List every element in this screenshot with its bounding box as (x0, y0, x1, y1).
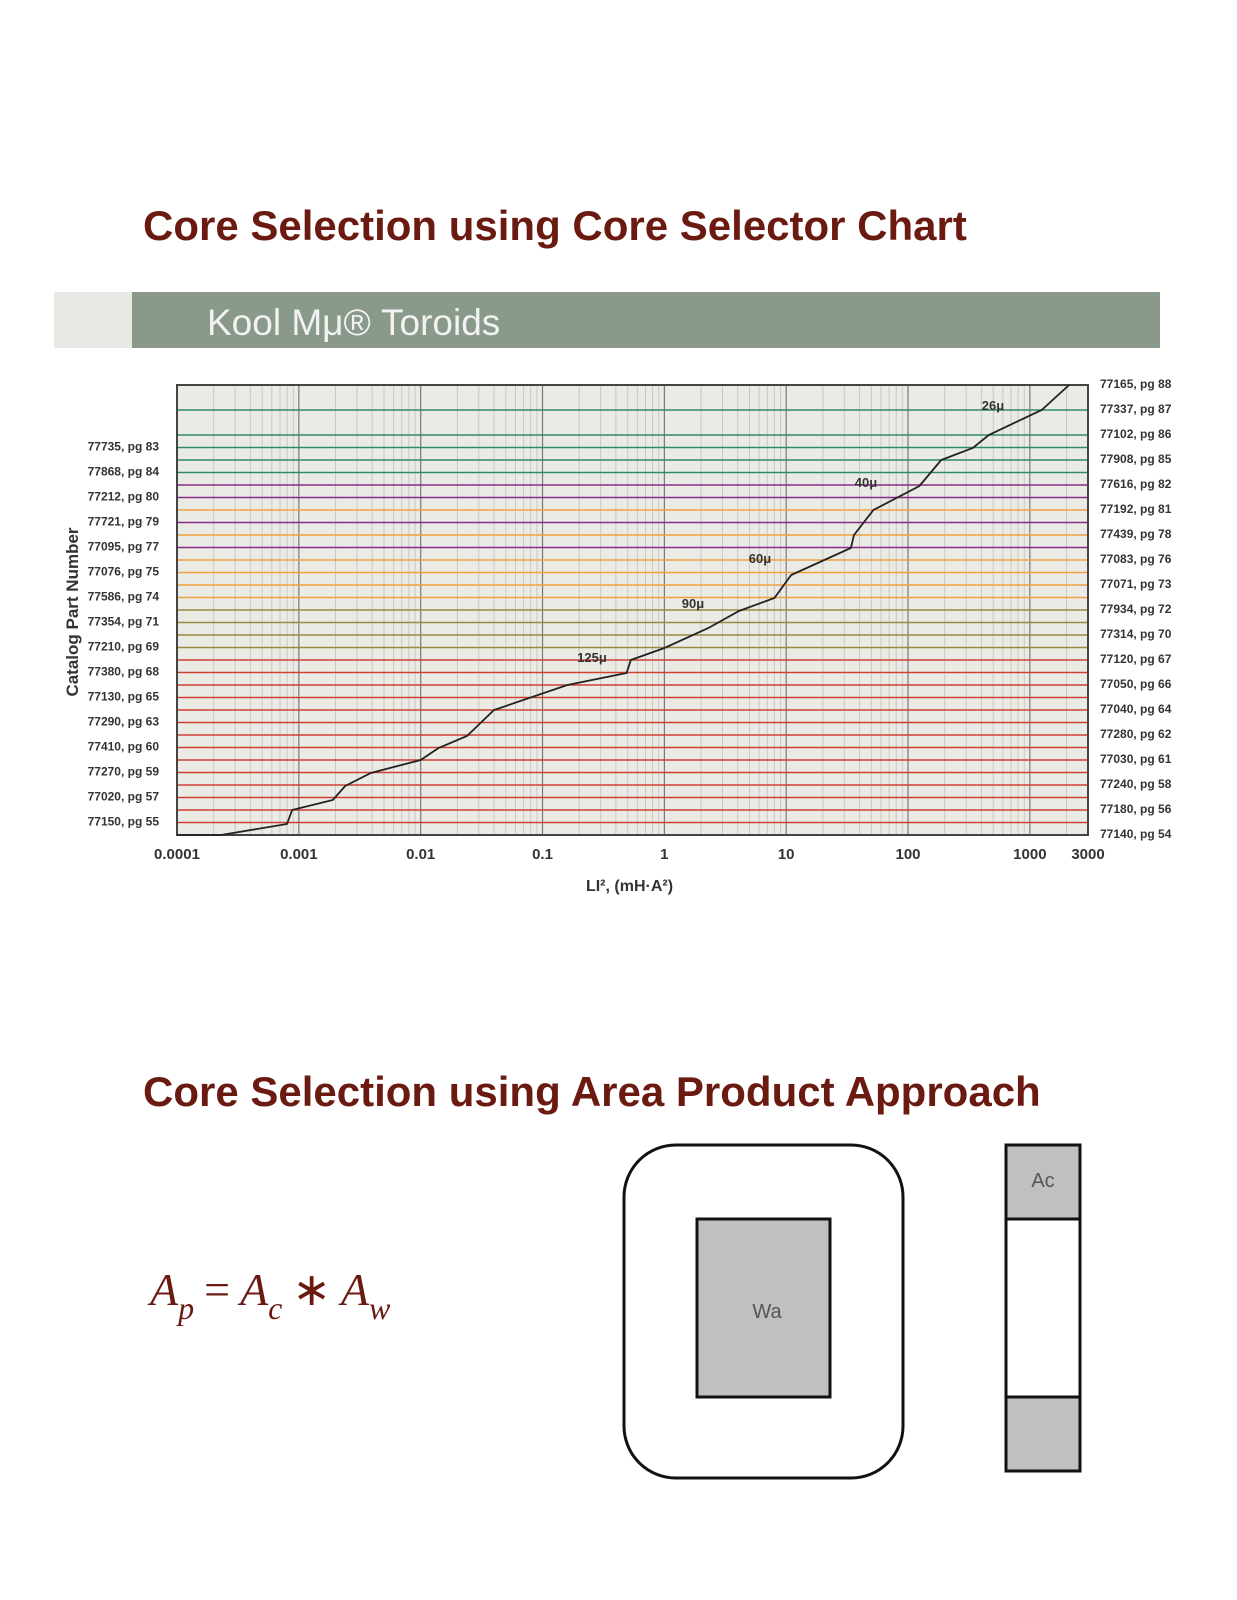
left-row-label: 77290, pg 63 (88, 715, 160, 729)
x-tick-label: 0.1 (532, 846, 553, 863)
banner-left (54, 292, 132, 348)
x-tick-label: 0.001 (280, 846, 318, 863)
right-row-label: 77240, pg 58 (1100, 777, 1172, 791)
subscript: w (369, 1290, 391, 1326)
right-row-label: 77439, pg 78 (1100, 527, 1172, 541)
left-row-label: 77212, pg 80 (88, 490, 160, 504)
right-row-label: 77030, pg 61 (1100, 752, 1172, 766)
right-row-label: 77120, pg 67 (1100, 652, 1172, 666)
right-row-label: 77337, pg 87 (1100, 402, 1172, 416)
window-area (695, 1217, 832, 1399)
right-row-label: 77071, pg 73 (1100, 577, 1172, 591)
right-row-label: 77165, pg 88 (1100, 377, 1172, 391)
y-axis-label: Catalog Part Number (63, 527, 82, 696)
symbol: A (147, 1264, 179, 1315)
left-row-label: 77020, pg 57 (88, 790, 160, 804)
right-row-label: 77192, pg 81 (1100, 502, 1172, 516)
x-tick-label: 0.0001 (154, 846, 200, 863)
right-row-label: 77616, pg 82 (1100, 477, 1172, 491)
heading: Core Selection using Core Selector Chart (143, 202, 967, 249)
subscript: p (176, 1290, 194, 1326)
right-row-label: 77083, pg 76 (1100, 552, 1172, 566)
left-row-label: 77270, pg 59 (88, 765, 160, 779)
left-row-label: 77210, pg 69 (88, 640, 160, 654)
right-row-label: 77180, pg 56 (1100, 802, 1172, 816)
left-row-label: 77130, pg 65 (88, 690, 160, 704)
operator: ∗ (292, 1264, 331, 1315)
left-row-label: 77410, pg 60 (88, 740, 160, 754)
formula: Ap = Ac ∗ Aw (147, 1264, 391, 1326)
left-row-label: 77380, pg 68 (88, 665, 160, 679)
banner-text: Kool Mμ® Toroids (207, 302, 500, 343)
x-tick-label: 0.01 (406, 846, 435, 863)
annotation: 90μ (682, 596, 704, 611)
right-row-label: 77280, pg 62 (1100, 727, 1172, 741)
core-label: Ac (1031, 1170, 1054, 1192)
x-axis-label: LI², (mH·A²) (586, 878, 673, 895)
banner (132, 292, 1160, 348)
annotation: 125μ (577, 650, 607, 665)
right-row-label: 77314, pg 70 (1100, 627, 1172, 641)
subscript: c (268, 1290, 282, 1326)
right-row-label: 77140, pg 54 (1100, 827, 1172, 841)
chart: 0.0001 0.001 0.01 0.1 1 10 100 1000 3000 77165, p… (63, 377, 1172, 895)
annotation: 60μ (749, 551, 771, 566)
plot-frame (176, 384, 1089, 836)
right-row-label: 77908, pg 85 (1100, 452, 1172, 466)
left-row-label: 77354, pg 71 (88, 615, 160, 629)
operator: = (204, 1264, 230, 1315)
x-tick-label: 100 (896, 846, 921, 863)
curve (177, 384, 1070, 836)
symbol: A (338, 1264, 370, 1315)
heading: Core Selection using Area Product Approa… (143, 1068, 1041, 1115)
left-row-label: 77868, pg 84 (88, 465, 160, 479)
left-row-label: 77076, pg 75 (88, 565, 160, 579)
core-area (1004, 1395, 1082, 1473)
x-tick-label: 10 (778, 846, 795, 863)
left-row-label: 77735, pg 83 (88, 440, 160, 454)
core-area (1004, 1143, 1082, 1221)
right-row-label: 77040, pg 64 (1100, 702, 1172, 716)
right-row-label: 77050, pg 66 (1100, 677, 1172, 691)
left-row-label: 77095, pg 77 (88, 540, 160, 554)
x-tick-label: 1000 (1013, 846, 1046, 863)
right-row-label: 77934, pg 72 (1100, 602, 1172, 616)
annotation: 26μ (982, 398, 1004, 413)
x-tick-label: 1 (660, 846, 668, 863)
window-label: Wa (752, 1301, 782, 1323)
right-row-label: 77102, pg 86 (1100, 427, 1172, 441)
left-row-label: 77721, pg 79 (88, 515, 160, 529)
left-row-label: 77150, pg 55 (88, 815, 160, 829)
annotation: 40μ (855, 475, 877, 490)
x-tick-label: 3000 (1071, 846, 1104, 863)
left-row-label: 77586, pg 74 (88, 590, 160, 604)
symbol: A (237, 1264, 269, 1315)
